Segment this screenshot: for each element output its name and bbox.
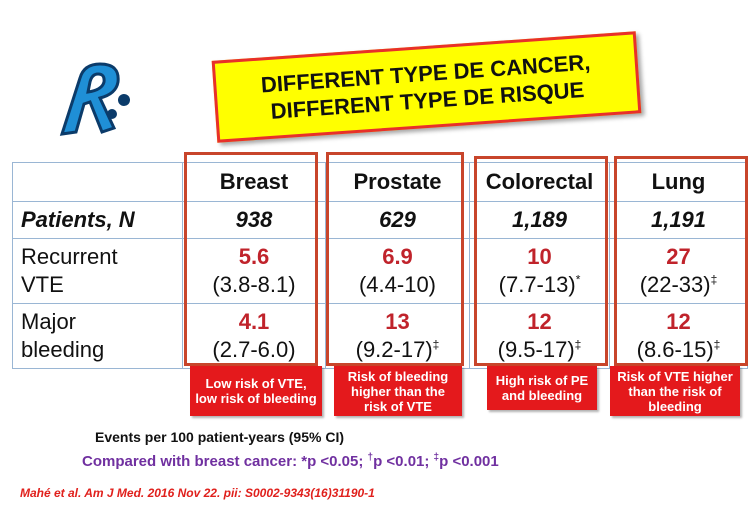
column-header-prostate: Prostate <box>325 162 470 202</box>
header-empty-cell <box>12 162 183 202</box>
bleeding-ci: (9.2-17)‡ <box>355 337 440 362</box>
vte-breast: 5.6 (3.8-8.1) <box>182 238 326 304</box>
note-breast: Low risk of VTE, low risk of bleeding <box>190 366 322 416</box>
events-caption: Events per 100 patient-years (95% CI) <box>95 429 344 445</box>
patients-colorectal: 1,189 <box>469 201 610 239</box>
row-label-line: Recurrent <box>21 244 118 269</box>
row-label-line: VTE <box>21 272 64 297</box>
bleeding-value: 12 <box>666 309 691 334</box>
reference-citation: Mahé et al. Am J Med. 2016 Nov 22. pii: … <box>20 486 375 500</box>
vte-value: 5.6 <box>238 244 270 269</box>
table-header-row: Breast Prostate Colorectal Lung <box>12 162 748 202</box>
table-row-recurrent-vte: Recurrent VTE 5.6 (3.8-8.1) 6.9 (4.4-10)… <box>12 238 748 304</box>
row-label-major-bleeding: Major bleeding <box>12 303 183 369</box>
note-prostate: Risk of bleeding higher than the risk of… <box>334 366 462 416</box>
row-label-line: bleeding <box>21 337 105 362</box>
bleeding-ci: (2.7-6.0) <box>212 337 296 362</box>
bleeding-colorectal: 12 (9.5-17)‡ <box>469 303 610 369</box>
vte-prostate: 6.9 (4.4-10) <box>325 238 470 304</box>
cancer-risk-table: Breast Prostate Colorectal Lung Patients… <box>12 162 748 369</box>
row-label-recurrent-vte: Recurrent VTE <box>12 238 183 304</box>
bleeding-prostate: 13 (9.2-17)‡ <box>325 303 470 369</box>
significance-legend: Compared with breast cancer: *p <0.05; †… <box>82 452 499 471</box>
bleeding-lung: 12 (8.6-15)‡ <box>609 303 748 369</box>
table-row-major-bleeding: Major bleeding 4.1 (2.7-6.0) 13 (9.2-17)… <box>12 303 748 369</box>
note-colorectal: High risk of PE and bleeding <box>487 366 597 410</box>
row-label-line: Major <box>21 309 77 334</box>
column-header-colorectal: Colorectal <box>469 162 610 202</box>
patients-lung: 1,191 <box>609 201 748 239</box>
bleeding-ci: (8.6-15)‡ <box>636 337 721 362</box>
vte-ci: (7.7-13)* <box>498 272 581 297</box>
vte-ci: (22-33)‡ <box>639 272 718 297</box>
vte-ci: (3.8-8.1) <box>212 272 296 297</box>
note-lung: Risk of VTE higher than the risk of blee… <box>610 366 740 416</box>
title-banner: DIFFERENT TYPE DE CANCER, DIFFERENT TYPE… <box>211 31 642 143</box>
bleeding-value: 4.1 <box>238 309 270 334</box>
patients-breast: 938 <box>182 201 326 239</box>
vte-ci: (4.4-10) <box>358 272 437 297</box>
bleeding-value: 13 <box>385 309 410 334</box>
vte-lung: 27 (22-33)‡ <box>609 238 748 304</box>
bleeding-breast: 4.1 (2.7-6.0) <box>182 303 326 369</box>
vte-value: 27 <box>666 244 691 269</box>
bleeding-value: 12 <box>527 309 552 334</box>
table-row-patients: Patients, N 938 629 1,189 1,191 <box>12 201 748 239</box>
vte-colorectal: 10 (7.7-13)* <box>469 238 610 304</box>
column-header-breast: Breast <box>182 162 326 202</box>
row-label-patients: Patients, N <box>12 201 183 239</box>
column-header-lung: Lung <box>609 162 748 202</box>
vte-value: 10 <box>527 244 552 269</box>
patients-prostate: 629 <box>325 201 470 239</box>
registry-logo-icon <box>59 62 130 136</box>
bleeding-ci: (9.5-17)‡ <box>497 337 582 362</box>
vte-value: 6.9 <box>382 244 413 269</box>
